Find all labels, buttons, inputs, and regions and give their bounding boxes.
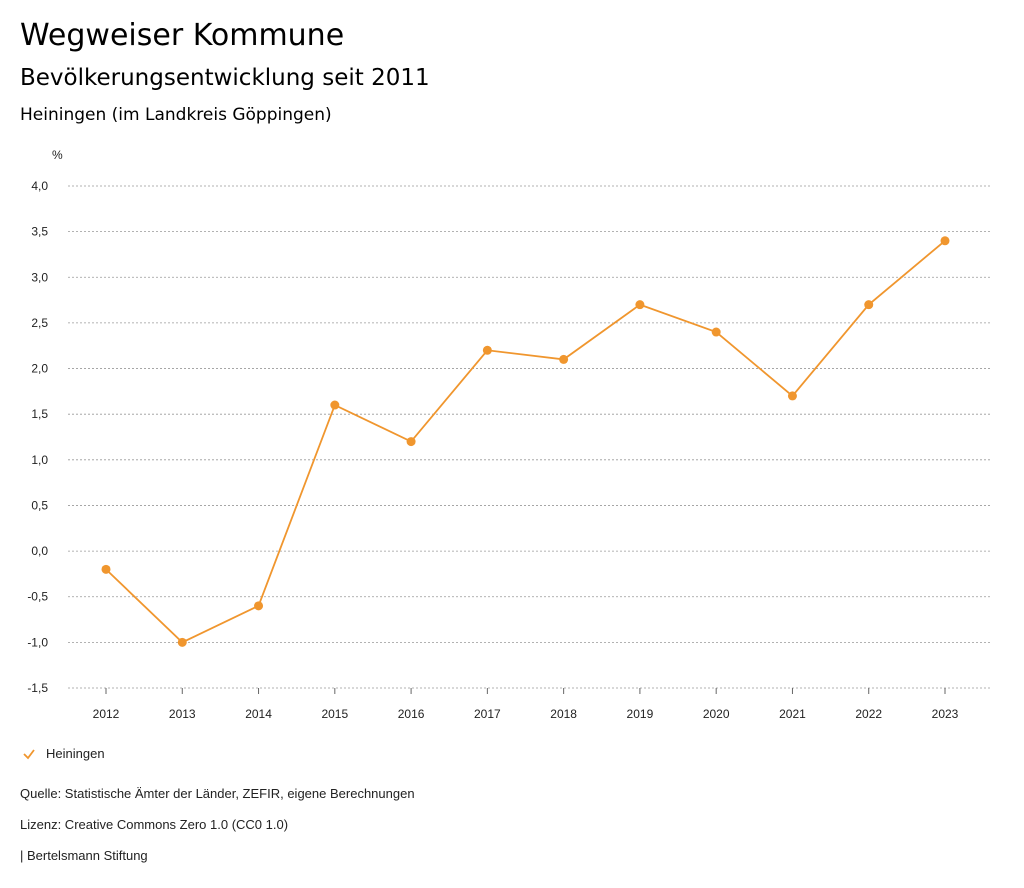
x-tick-label: 2021 bbox=[779, 707, 806, 721]
y-tick-label: 2,0 bbox=[31, 362, 48, 376]
data-point[interactable] bbox=[711, 327, 721, 337]
chart-subtitle: Bevölkerungsentwicklung seit 2011 bbox=[20, 65, 430, 91]
x-tick-label: 2015 bbox=[321, 707, 348, 721]
region-title: Heiningen (im Landkreis Göppingen) bbox=[20, 105, 332, 125]
source-text: Quelle: Statistische Ämter der Länder, Z… bbox=[20, 786, 415, 801]
y-tick-label: 1,0 bbox=[31, 453, 48, 467]
x-tick-label: 2014 bbox=[245, 707, 272, 721]
x-tick-label: 2013 bbox=[169, 707, 196, 721]
x-tick-label: 2016 bbox=[398, 707, 425, 721]
data-point[interactable] bbox=[864, 300, 874, 310]
line-chart: % 4,0 3,5 3,0 2,5 2,0 1,5 1,0 0,5 0,0 -0,5 -1,0 -1,… bbox=[27, 148, 990, 721]
data-point[interactable] bbox=[635, 300, 645, 310]
y-axis-unit: % bbox=[52, 148, 63, 162]
y-tick-label: -1,0 bbox=[27, 635, 48, 649]
publisher-text: | Bertelsmann Stiftung bbox=[20, 848, 148, 863]
x-tick-label: 2019 bbox=[627, 707, 654, 721]
data-point[interactable] bbox=[101, 564, 111, 574]
data-point[interactable] bbox=[787, 391, 797, 401]
y-tick-label: 0,0 bbox=[31, 544, 48, 558]
data-point[interactable] bbox=[330, 400, 340, 410]
x-tick-label: 2018 bbox=[550, 707, 577, 721]
data-point[interactable] bbox=[177, 637, 187, 647]
x-tick-label: 2023 bbox=[932, 707, 959, 721]
series-line bbox=[105, 240, 946, 644]
y-tick-label: 2,5 bbox=[31, 316, 48, 330]
y-tick-label: 0,5 bbox=[31, 498, 48, 512]
x-tick-label: 2020 bbox=[703, 707, 730, 721]
y-tick-label: 1,5 bbox=[31, 407, 48, 421]
data-point[interactable] bbox=[940, 236, 950, 246]
y-tick-label: -0,5 bbox=[27, 590, 48, 604]
x-tick-label: 2017 bbox=[474, 707, 501, 721]
data-point[interactable] bbox=[482, 345, 492, 355]
x-tick-label: 2012 bbox=[93, 707, 120, 721]
check-icon bbox=[23, 748, 35, 759]
data-point[interactable] bbox=[559, 354, 569, 364]
x-tick-label: 2022 bbox=[855, 707, 882, 721]
y-tick-label: -1,5 bbox=[27, 681, 48, 695]
data-point[interactable] bbox=[254, 601, 264, 611]
legend-label: Heiningen bbox=[46, 746, 105, 761]
data-point[interactable] bbox=[406, 437, 416, 447]
license-text: Lizenz: Creative Commons Zero 1.0 (CC0 1… bbox=[20, 817, 289, 832]
page-title: Wegweiser Kommune bbox=[20, 18, 345, 53]
legend-item-heiningen[interactable]: Heiningen bbox=[22, 746, 105, 761]
y-tick-label: 3,5 bbox=[31, 225, 48, 239]
y-tick-label: 4,0 bbox=[31, 179, 48, 193]
y-tick-label: 3,0 bbox=[31, 270, 48, 284]
